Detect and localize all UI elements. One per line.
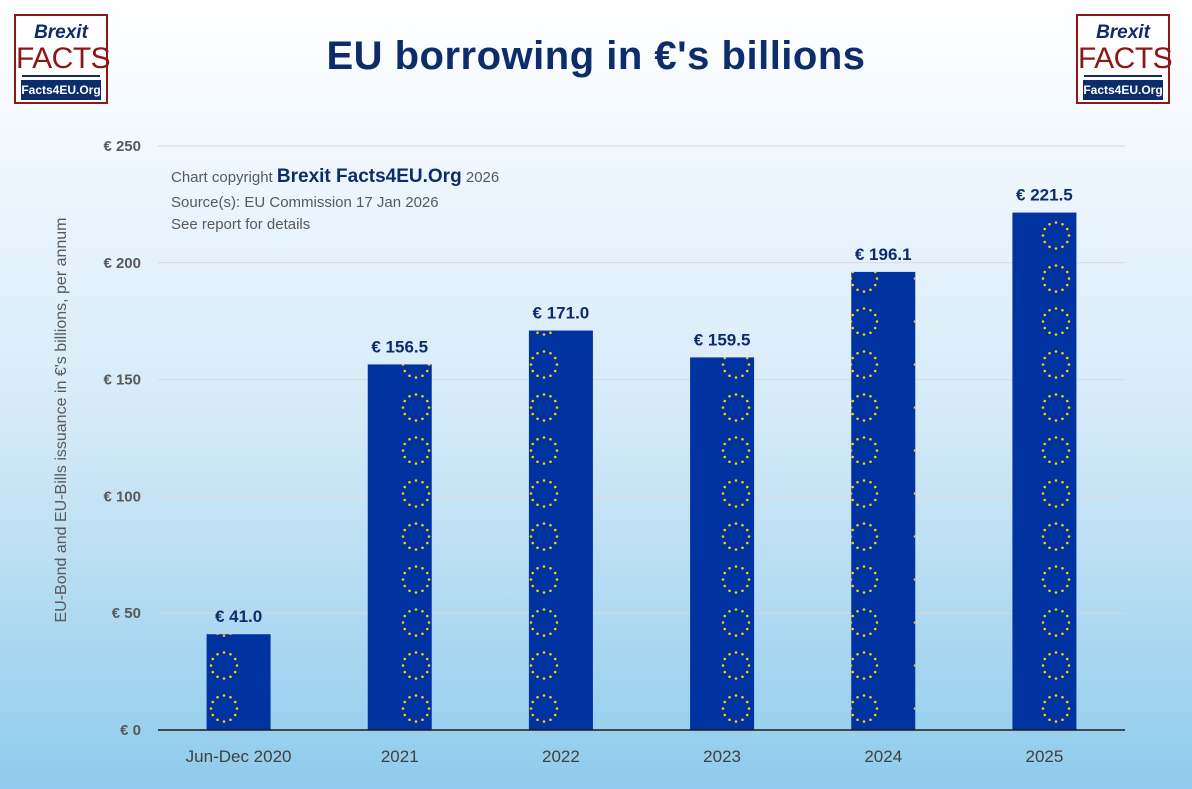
y-axis-label: EU-Bond and EU-Bills issuance in €'s bil… [53,217,70,623]
y-tick-label: € 50 [112,605,141,622]
x-tick-label: 2025 [1026,747,1064,766]
logo-rule [22,75,100,77]
data-label: € 159.5 [694,330,751,349]
x-tick-label: 2022 [542,747,580,766]
logo-line-3: Facts4EU.Org [21,80,101,100]
data-label: € 171.0 [533,304,590,323]
copyright-brand: Brexit Facts4EU.Org [276,166,462,187]
chart-title: EU borrowing in €'s billions [326,34,866,78]
y-tick-label: € 250 [103,138,141,155]
data-label: € 221.5 [1016,186,1073,205]
source-note: Source(s): EU Commission 17 Jan 2026 [171,194,439,211]
x-tick-label: 2021 [381,747,419,766]
bar-stars [1012,212,1077,731]
logo-right-line-2: FACTS [1078,42,1173,75]
copyright-line: Chart copyright Brexit Facts4EU.Org 2026 [171,166,499,188]
details-note: See report for details [171,216,311,233]
bar-stars [851,271,916,730]
bar-stars [528,330,593,730]
x-tick-label: 2024 [864,747,902,766]
y-tick-label: € 100 [103,488,141,505]
y-tick-label: € 0 [120,722,141,739]
data-label: € 41.0 [215,607,262,626]
logo-line-2: FACTS [16,42,111,75]
copyright-prefix: Chart copyright [171,169,277,186]
brexit-facts-logo: Brexit FACTS Facts4EU.Org [14,14,111,104]
logo-right-line-3: Facts4EU.Org [1083,80,1163,100]
bar-stars [690,357,755,730]
data-label: € 196.1 [855,245,912,264]
logo-right-rule [1084,75,1162,77]
bar-stars [206,634,271,730]
y-tick-label: € 200 [103,255,141,272]
y-tick-label: € 150 [103,372,141,389]
bar-stars [367,364,432,730]
data-label: € 156.5 [371,337,428,356]
x-tick-label: Jun-Dec 2020 [186,747,292,766]
x-tick-label: 2023 [703,747,741,766]
logo-line-1: Brexit [34,22,88,43]
logo-right-line-1: Brexit [1096,22,1150,43]
copyright-year: 2026 [461,169,500,186]
brexit-facts-logo-right: Brexit FACTS Facts4EU.Org [1076,14,1173,104]
